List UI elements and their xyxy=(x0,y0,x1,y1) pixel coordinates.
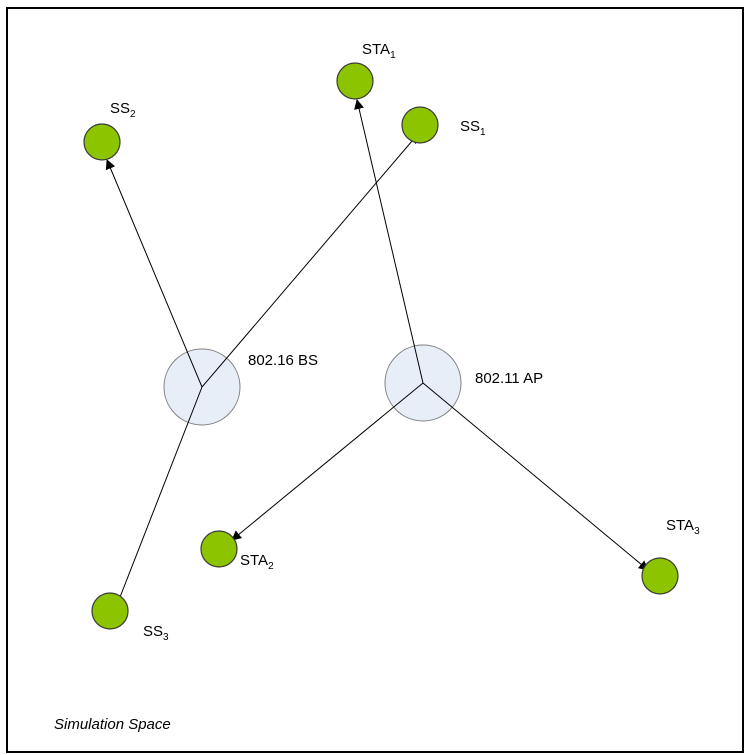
ap-label: 802.11 AP xyxy=(475,370,543,387)
ss2-node xyxy=(83,123,121,161)
link-bs-ss3 xyxy=(113,386,203,611)
sta3-label: STA3 xyxy=(666,517,700,537)
ss3-label-base: SS xyxy=(143,623,163,640)
ss3-node xyxy=(91,592,129,630)
sta2-label: STA2 xyxy=(240,552,274,572)
sta2-label-base: STA xyxy=(240,552,268,569)
sta1-node xyxy=(336,62,374,100)
link-bs-ss1 xyxy=(201,133,419,388)
sta3-label-sub: 3 xyxy=(694,526,700,537)
ss1-label: SS1 xyxy=(460,118,486,138)
ss3-label-sub: 3 xyxy=(163,632,169,643)
sta3-node xyxy=(641,557,679,595)
ss1-node xyxy=(401,106,439,144)
bs-label: 802.16 BS xyxy=(248,352,318,369)
sta1-label-sub: 1 xyxy=(390,50,396,61)
ss2-label: SS2 xyxy=(110,100,136,120)
simulation-space-caption: Simulation Space xyxy=(54,716,171,733)
ss1-label-sub: 1 xyxy=(480,127,486,138)
sta2-label-sub: 2 xyxy=(268,561,274,572)
sta1-label-base: STA xyxy=(362,41,390,58)
sta1-label: STA1 xyxy=(362,41,396,61)
ss3-label: SS3 xyxy=(143,623,169,643)
sta2-node xyxy=(200,530,238,568)
sta3-label-base: STA xyxy=(666,517,694,534)
simulation-space-frame xyxy=(6,7,744,753)
link-bs-ss2 xyxy=(105,159,203,388)
link-ap-sta1 xyxy=(354,99,424,384)
link-ap-sta3 xyxy=(422,382,649,571)
ss2-label-sub: 2 xyxy=(130,109,136,120)
link-ap-sta2 xyxy=(231,382,424,541)
ss1-label-base: SS xyxy=(460,118,480,135)
ss2-label-base: SS xyxy=(110,100,130,117)
